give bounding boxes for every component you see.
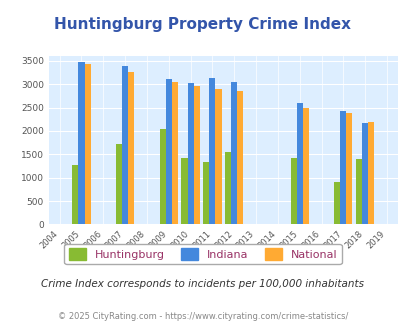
- Bar: [128, 72, 134, 224]
- Bar: [367, 122, 373, 224]
- Text: © 2025 CityRating.com - https://www.cityrating.com/crime-statistics/: © 2025 CityRating.com - https://www.city…: [58, 312, 347, 321]
- Bar: [72, 166, 78, 224]
- Bar: [355, 159, 361, 224]
- Bar: [333, 182, 339, 224]
- Bar: [296, 103, 302, 224]
- Bar: [159, 129, 165, 224]
- Bar: [84, 64, 90, 224]
- Bar: [187, 83, 193, 224]
- Bar: [339, 111, 345, 224]
- Text: Huntingburg Property Crime Index: Huntingburg Property Crime Index: [54, 17, 351, 32]
- Bar: [116, 144, 122, 224]
- Text: Crime Index corresponds to incidents per 100,000 inhabitants: Crime Index corresponds to incidents per…: [41, 279, 364, 289]
- Bar: [230, 82, 237, 224]
- Bar: [361, 123, 367, 224]
- Bar: [165, 80, 171, 224]
- Bar: [237, 91, 243, 224]
- Bar: [181, 157, 187, 224]
- Bar: [193, 86, 199, 224]
- Legend: Huntingburg, Indiana, National: Huntingburg, Indiana, National: [64, 244, 341, 264]
- Bar: [78, 62, 84, 224]
- Bar: [203, 162, 209, 224]
- Bar: [215, 89, 221, 224]
- Bar: [345, 113, 352, 224]
- Bar: [209, 78, 215, 224]
- Bar: [302, 108, 308, 224]
- Bar: [122, 66, 128, 224]
- Bar: [224, 152, 230, 224]
- Bar: [171, 82, 177, 224]
- Bar: [290, 158, 296, 224]
